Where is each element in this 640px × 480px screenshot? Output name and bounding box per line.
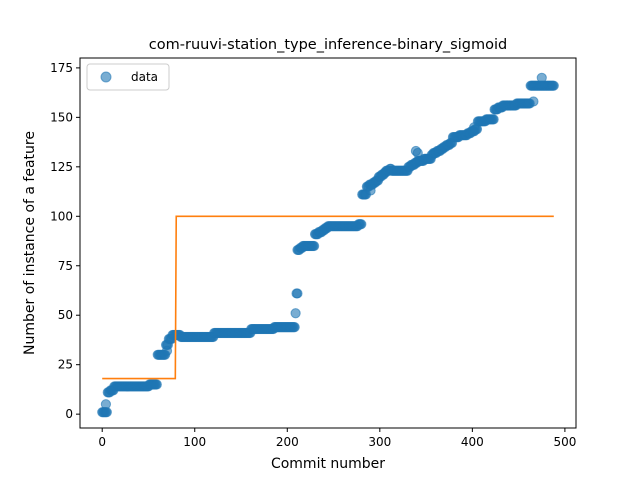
data-point (100, 399, 112, 410)
data-point (528, 96, 539, 107)
y-tick-label: 75 (58, 259, 73, 273)
data-point (161, 345, 173, 356)
y-tick-label: 150 (50, 110, 73, 124)
legend: data (86, 63, 170, 91)
y-tick-label: 100 (50, 209, 73, 223)
x-tick-label: 500 (553, 435, 576, 449)
data-point (469, 122, 480, 133)
data-point (548, 80, 559, 91)
x-tick-label: 100 (183, 435, 206, 449)
y-tick-label: 175 (50, 61, 73, 75)
y-tick-label: 0 (65, 407, 73, 421)
scatter-series-data (97, 72, 559, 418)
plot-area (97, 72, 559, 418)
legend-label-data: data (131, 70, 158, 84)
data-point (365, 185, 376, 196)
data-point (290, 308, 301, 319)
data-point (488, 114, 499, 125)
x-tick-label: 0 (98, 435, 106, 449)
data-point (536, 72, 547, 83)
axis-ticks: 0 100 200 300 400 500 0 25 50 75 100 125 150 175 (50, 61, 576, 449)
data-point (356, 219, 367, 230)
legend-marker-data (100, 71, 112, 83)
x-tick-label: 200 (276, 435, 299, 449)
legend-box (86, 63, 170, 91)
data-point (412, 147, 423, 159)
step-line-series (102, 215, 554, 380)
axes-frame (79, 57, 577, 429)
x-tick-label: 300 (368, 435, 391, 449)
y-axis-label: Number of instance of a feature (22, 131, 38, 355)
y-tick-label: 25 (58, 358, 73, 372)
x-tick-label: 400 (461, 435, 484, 449)
data-point (292, 288, 303, 299)
data-point (309, 240, 320, 252)
y-tick-label: 50 (58, 308, 73, 322)
chart-title: com-ruuvi-station_type_inference-binary_… (149, 37, 507, 53)
x-axis-label: Commit number (271, 456, 385, 472)
y-tick-label: 125 (50, 160, 73, 174)
data-point (289, 321, 300, 333)
data-point (151, 379, 162, 390)
